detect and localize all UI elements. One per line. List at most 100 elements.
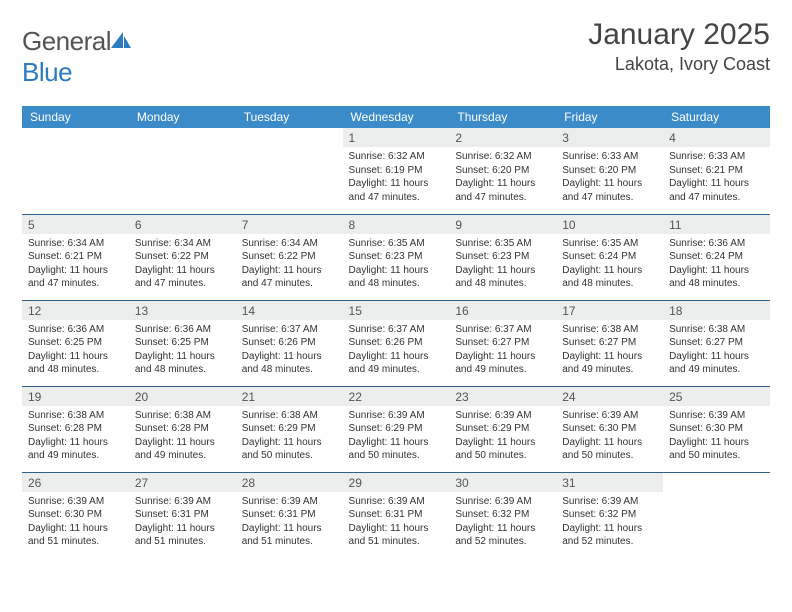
day-info: Sunrise: 6:39 AMSunset: 6:30 PMDaylight:… bbox=[22, 492, 129, 553]
calendar-cell: 30Sunrise: 6:39 AMSunset: 6:32 PMDayligh… bbox=[449, 472, 556, 558]
day-info: Sunrise: 6:38 AMSunset: 6:27 PMDaylight:… bbox=[556, 320, 663, 381]
day-info: Sunrise: 6:38 AMSunset: 6:29 PMDaylight:… bbox=[236, 406, 343, 467]
calendar-cell: 4Sunrise: 6:33 AMSunset: 6:21 PMDaylight… bbox=[663, 128, 770, 214]
calendar-cell: 23Sunrise: 6:39 AMSunset: 6:29 PMDayligh… bbox=[449, 386, 556, 472]
day-number: 25 bbox=[663, 387, 770, 406]
day-number: 19 bbox=[22, 387, 129, 406]
day-number: 11 bbox=[663, 215, 770, 234]
logo-blue: Blue bbox=[22, 57, 72, 87]
calendar-row: 1Sunrise: 6:32 AMSunset: 6:19 PMDaylight… bbox=[22, 128, 770, 214]
calendar-cell: 9Sunrise: 6:35 AMSunset: 6:23 PMDaylight… bbox=[449, 214, 556, 300]
title-block: January 2025 Lakota, Ivory Coast bbox=[588, 18, 770, 75]
day-info: Sunrise: 6:34 AMSunset: 6:22 PMDaylight:… bbox=[129, 234, 236, 295]
day-number: 28 bbox=[236, 473, 343, 492]
day-info: Sunrise: 6:36 AMSunset: 6:25 PMDaylight:… bbox=[22, 320, 129, 381]
day-info: Sunrise: 6:38 AMSunset: 6:28 PMDaylight:… bbox=[129, 406, 236, 467]
calendar-row: 19Sunrise: 6:38 AMSunset: 6:28 PMDayligh… bbox=[22, 386, 770, 472]
day-info: Sunrise: 6:39 AMSunset: 6:31 PMDaylight:… bbox=[129, 492, 236, 553]
day-info: Sunrise: 6:39 AMSunset: 6:29 PMDaylight:… bbox=[449, 406, 556, 467]
day-header: Sunday bbox=[22, 106, 129, 128]
day-info: Sunrise: 6:39 AMSunset: 6:29 PMDaylight:… bbox=[343, 406, 450, 467]
day-header: Friday bbox=[556, 106, 663, 128]
page-title: January 2025 bbox=[588, 18, 770, 52]
calendar-cell: 25Sunrise: 6:39 AMSunset: 6:30 PMDayligh… bbox=[663, 386, 770, 472]
calendar-cell: 6Sunrise: 6:34 AMSunset: 6:22 PMDaylight… bbox=[129, 214, 236, 300]
day-header: Wednesday bbox=[343, 106, 450, 128]
day-info: Sunrise: 6:38 AMSunset: 6:27 PMDaylight:… bbox=[663, 320, 770, 381]
calendar-cell: 19Sunrise: 6:38 AMSunset: 6:28 PMDayligh… bbox=[22, 386, 129, 472]
day-number: 22 bbox=[343, 387, 450, 406]
calendar-cell: 27Sunrise: 6:39 AMSunset: 6:31 PMDayligh… bbox=[129, 472, 236, 558]
calendar-cell bbox=[663, 472, 770, 558]
day-number: 30 bbox=[449, 473, 556, 492]
day-header: Tuesday bbox=[236, 106, 343, 128]
day-info: Sunrise: 6:35 AMSunset: 6:24 PMDaylight:… bbox=[556, 234, 663, 295]
day-number: 21 bbox=[236, 387, 343, 406]
day-header: Thursday bbox=[449, 106, 556, 128]
day-number: 14 bbox=[236, 301, 343, 320]
day-info: Sunrise: 6:39 AMSunset: 6:30 PMDaylight:… bbox=[556, 406, 663, 467]
day-number: 1 bbox=[343, 128, 450, 147]
day-number: 4 bbox=[663, 128, 770, 147]
day-info: Sunrise: 6:35 AMSunset: 6:23 PMDaylight:… bbox=[343, 234, 450, 295]
calendar-cell: 28Sunrise: 6:39 AMSunset: 6:31 PMDayligh… bbox=[236, 472, 343, 558]
day-info: Sunrise: 6:33 AMSunset: 6:20 PMDaylight:… bbox=[556, 147, 663, 208]
day-number: 15 bbox=[343, 301, 450, 320]
calendar-cell bbox=[236, 128, 343, 214]
day-number: 7 bbox=[236, 215, 343, 234]
day-info: Sunrise: 6:35 AMSunset: 6:23 PMDaylight:… bbox=[449, 234, 556, 295]
day-info: Sunrise: 6:39 AMSunset: 6:31 PMDaylight:… bbox=[343, 492, 450, 553]
day-number: 31 bbox=[556, 473, 663, 492]
calendar-cell: 24Sunrise: 6:39 AMSunset: 6:30 PMDayligh… bbox=[556, 386, 663, 472]
day-number: 5 bbox=[22, 215, 129, 234]
logo-sail-icon bbox=[111, 32, 131, 50]
day-number: 17 bbox=[556, 301, 663, 320]
calendar-cell: 31Sunrise: 6:39 AMSunset: 6:32 PMDayligh… bbox=[556, 472, 663, 558]
calendar-cell: 10Sunrise: 6:35 AMSunset: 6:24 PMDayligh… bbox=[556, 214, 663, 300]
calendar-table: SundayMondayTuesdayWednesdayThursdayFrid… bbox=[22, 106, 770, 558]
day-number: 23 bbox=[449, 387, 556, 406]
day-info: Sunrise: 6:37 AMSunset: 6:27 PMDaylight:… bbox=[449, 320, 556, 381]
header: General Blue January 2025 Lakota, Ivory … bbox=[22, 18, 770, 88]
day-number: 29 bbox=[343, 473, 450, 492]
calendar-cell: 17Sunrise: 6:38 AMSunset: 6:27 PMDayligh… bbox=[556, 300, 663, 386]
day-info: Sunrise: 6:36 AMSunset: 6:25 PMDaylight:… bbox=[129, 320, 236, 381]
calendar-head: SundayMondayTuesdayWednesdayThursdayFrid… bbox=[22, 106, 770, 128]
day-number: 16 bbox=[449, 301, 556, 320]
calendar-cell: 5Sunrise: 6:34 AMSunset: 6:21 PMDaylight… bbox=[22, 214, 129, 300]
calendar-cell: 13Sunrise: 6:36 AMSunset: 6:25 PMDayligh… bbox=[129, 300, 236, 386]
day-info: Sunrise: 6:39 AMSunset: 6:30 PMDaylight:… bbox=[663, 406, 770, 467]
calendar-cell: 15Sunrise: 6:37 AMSunset: 6:26 PMDayligh… bbox=[343, 300, 450, 386]
location-label: Lakota, Ivory Coast bbox=[588, 54, 770, 75]
day-number: 6 bbox=[129, 215, 236, 234]
day-info: Sunrise: 6:37 AMSunset: 6:26 PMDaylight:… bbox=[343, 320, 450, 381]
calendar-cell: 29Sunrise: 6:39 AMSunset: 6:31 PMDayligh… bbox=[343, 472, 450, 558]
day-info: Sunrise: 6:32 AMSunset: 6:19 PMDaylight:… bbox=[343, 147, 450, 208]
day-info: Sunrise: 6:39 AMSunset: 6:31 PMDaylight:… bbox=[236, 492, 343, 553]
day-info: Sunrise: 6:39 AMSunset: 6:32 PMDaylight:… bbox=[449, 492, 556, 553]
day-info: Sunrise: 6:33 AMSunset: 6:21 PMDaylight:… bbox=[663, 147, 770, 208]
calendar-cell: 18Sunrise: 6:38 AMSunset: 6:27 PMDayligh… bbox=[663, 300, 770, 386]
day-info: Sunrise: 6:32 AMSunset: 6:20 PMDaylight:… bbox=[449, 147, 556, 208]
day-number: 2 bbox=[449, 128, 556, 147]
day-number: 24 bbox=[556, 387, 663, 406]
calendar-cell: 12Sunrise: 6:36 AMSunset: 6:25 PMDayligh… bbox=[22, 300, 129, 386]
day-number: 8 bbox=[343, 215, 450, 234]
calendar-cell: 3Sunrise: 6:33 AMSunset: 6:20 PMDaylight… bbox=[556, 128, 663, 214]
day-header: Monday bbox=[129, 106, 236, 128]
calendar-cell: 20Sunrise: 6:38 AMSunset: 6:28 PMDayligh… bbox=[129, 386, 236, 472]
day-info: Sunrise: 6:36 AMSunset: 6:24 PMDaylight:… bbox=[663, 234, 770, 295]
day-number: 3 bbox=[556, 128, 663, 147]
calendar-row: 26Sunrise: 6:39 AMSunset: 6:30 PMDayligh… bbox=[22, 472, 770, 558]
calendar-row: 5Sunrise: 6:34 AMSunset: 6:21 PMDaylight… bbox=[22, 214, 770, 300]
calendar-cell: 2Sunrise: 6:32 AMSunset: 6:20 PMDaylight… bbox=[449, 128, 556, 214]
day-info: Sunrise: 6:39 AMSunset: 6:32 PMDaylight:… bbox=[556, 492, 663, 553]
calendar-cell bbox=[129, 128, 236, 214]
calendar-cell: 1Sunrise: 6:32 AMSunset: 6:19 PMDaylight… bbox=[343, 128, 450, 214]
day-number: 27 bbox=[129, 473, 236, 492]
calendar-cell: 8Sunrise: 6:35 AMSunset: 6:23 PMDaylight… bbox=[343, 214, 450, 300]
calendar-cell: 22Sunrise: 6:39 AMSunset: 6:29 PMDayligh… bbox=[343, 386, 450, 472]
calendar-cell: 16Sunrise: 6:37 AMSunset: 6:27 PMDayligh… bbox=[449, 300, 556, 386]
day-number: 18 bbox=[663, 301, 770, 320]
calendar-cell: 11Sunrise: 6:36 AMSunset: 6:24 PMDayligh… bbox=[663, 214, 770, 300]
